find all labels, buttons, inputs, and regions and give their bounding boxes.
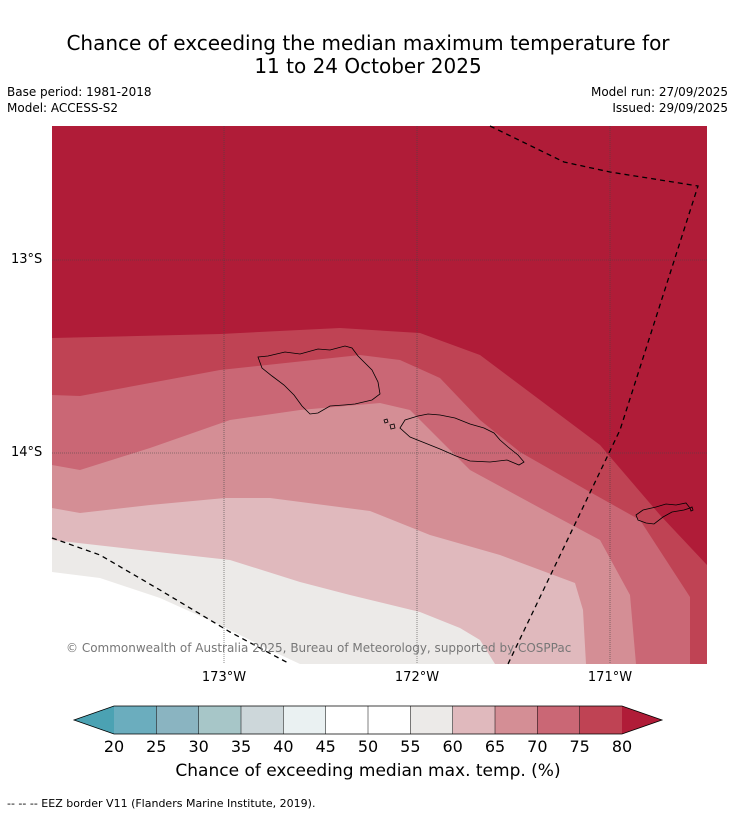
colorbar-tick-label: 55 [400, 737, 421, 756]
model-run: Model run: 27/09/2025 [590, 85, 728, 99]
title-line-2: 11 to 24 October 2025 [254, 54, 482, 78]
tutuila-island [635, 502, 691, 525]
colorbar-swatch [410, 706, 453, 734]
colorbar-tick-label: 65 [484, 737, 506, 756]
colorbar-tick-label: 80 [611, 737, 633, 756]
lat-label-13s: 13°S [11, 252, 43, 267]
base-period: Base period: 1981-2018 [7, 85, 152, 99]
colorbar-extend-high [622, 706, 662, 734]
colorbar-tick-label: 40 [273, 737, 294, 756]
coastlines [257, 345, 694, 525]
apolima-islet [389, 423, 396, 430]
issued-date: Issued: 29/09/2025 [612, 101, 728, 115]
colorbar-extend-low [74, 706, 114, 734]
colorbar-tick-label: 50 [357, 737, 379, 756]
colorbar-swatch [495, 706, 538, 734]
lat-label-14s: 14°S [11, 445, 43, 460]
lon-label-171w: 171°W [587, 670, 633, 685]
colorbar-tick-label: 70 [527, 737, 548, 756]
colorbar-swatch [537, 706, 580, 734]
probability-shading [52, 126, 707, 664]
colorbar-tick-label: 20 [103, 737, 125, 756]
colorbar-tick-label: 75 [569, 737, 590, 756]
eez-border [51, 125, 699, 665]
savaii-island [257, 345, 381, 415]
graticule [52, 126, 707, 664]
eez-line-southwest [51, 537, 291, 665]
colorbar-swatch [156, 706, 199, 734]
colorbar [72, 705, 664, 735]
colorbar-label: Chance of exceeding median max. temp. (%… [175, 761, 561, 781]
colorbar-tick-label: 45 [315, 737, 336, 756]
colorbar-outline [72, 705, 664, 735]
colorbar-swatch [114, 706, 157, 734]
aunuu-islet [689, 506, 694, 512]
band-50-55 [52, 572, 300, 664]
colorbar-swatch [579, 706, 622, 734]
colorbar-swatch [452, 706, 495, 734]
eez-legend-note: -- -- -- EEZ border V11 (Flanders Marine… [7, 797, 316, 810]
manono-islet [383, 418, 389, 424]
title-line-1: Chance of exceeding the median maximum t… [66, 31, 670, 55]
colorbar-swatch [283, 706, 326, 734]
colorbar-swatch [241, 706, 284, 734]
upolu-island [399, 413, 525, 466]
colorbar-swatch [325, 706, 368, 734]
copyright-notice: © Commonwealth of Australia 2025, Bureau… [66, 641, 572, 655]
colorbar-tick-label: 35 [230, 737, 252, 756]
model-name: Model: ACCESS-S2 [7, 101, 119, 115]
colorbar-tick-label: 25 [146, 737, 167, 756]
colorbar-tick-label: 60 [442, 737, 463, 756]
colorbar-swatch [368, 706, 411, 734]
colorbar-tick-label: 30 [188, 737, 209, 756]
colorbar-swatch [198, 706, 241, 734]
eez-line-samoa-american-samoa [489, 125, 699, 665]
lon-label-172w: 172°W [394, 670, 440, 685]
lon-label-173w: 173°W [201, 670, 247, 685]
